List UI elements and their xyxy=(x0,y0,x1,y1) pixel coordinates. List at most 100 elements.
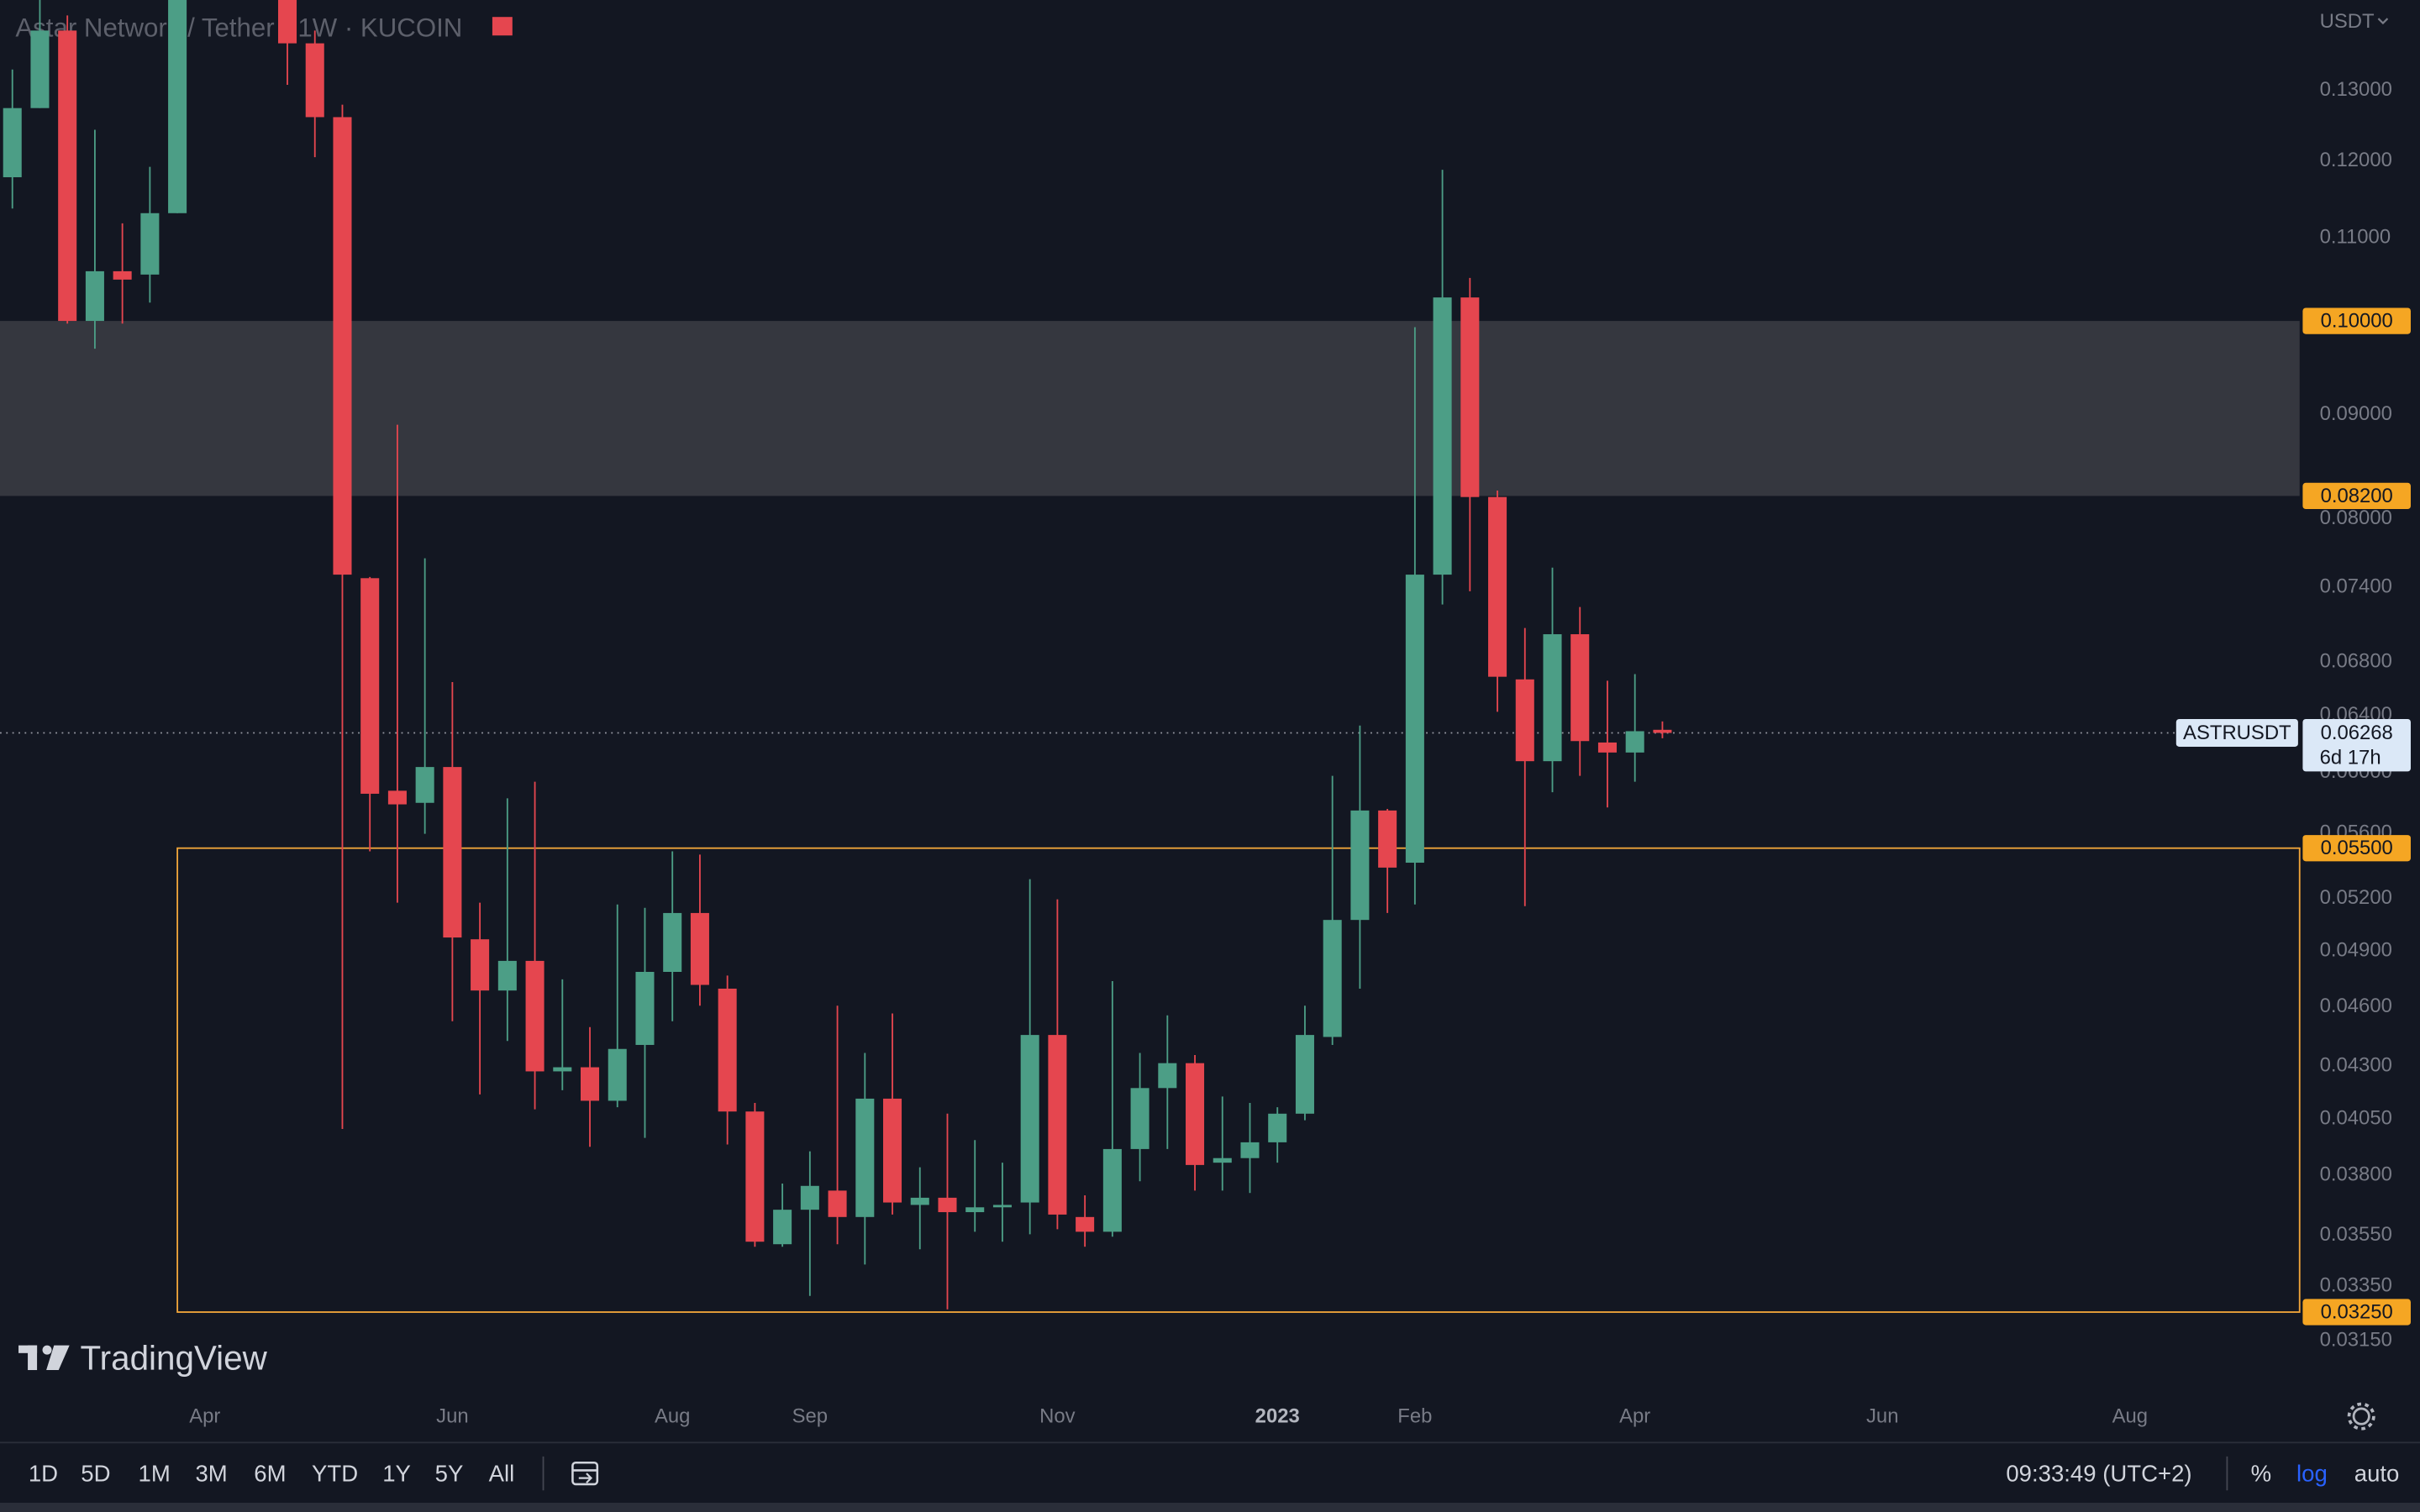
candle-body[interactable] xyxy=(525,960,544,1072)
candle-body[interactable] xyxy=(1350,810,1370,921)
candle-body[interactable] xyxy=(553,1067,572,1072)
candle-body[interactable] xyxy=(1295,1035,1314,1114)
y-tick-label: 0.08000 xyxy=(2320,507,2392,529)
candle-body[interactable] xyxy=(635,972,655,1045)
settings-icon[interactable] xyxy=(2347,1402,2375,1431)
x-tick-label: Jun xyxy=(436,1405,468,1428)
candle-body[interactable] xyxy=(140,213,160,275)
candle-body[interactable] xyxy=(1543,634,1562,762)
range-button[interactable]: 3M xyxy=(195,1461,227,1487)
symbol-label: ASTRUSDT xyxy=(2183,722,2291,744)
y-tick-label: 0.12000 xyxy=(2320,149,2392,171)
calendar-frame[interactable] xyxy=(571,1461,599,1486)
candle-body[interactable] xyxy=(1460,297,1480,497)
currency-selector[interactable]: USDT xyxy=(2320,10,2375,33)
candle-body[interactable] xyxy=(277,0,297,44)
y-tick-label: 0.03800 xyxy=(2320,1163,2392,1185)
candle-body[interactable] xyxy=(910,1197,929,1205)
level-label: 0.03250 xyxy=(2321,1301,2393,1324)
level-label-box xyxy=(2302,482,2411,510)
flag-icon[interactable] xyxy=(492,17,513,36)
candle-body[interactable] xyxy=(855,1098,875,1217)
candle-body[interactable] xyxy=(1186,1063,1205,1165)
range-button[interactable]: All xyxy=(489,1461,515,1487)
x-tick-label: Feb xyxy=(1397,1405,1432,1428)
candle-body[interactable] xyxy=(992,1205,1012,1208)
candle-body[interactable] xyxy=(3,108,22,177)
candle-body[interactable] xyxy=(690,912,709,985)
range-button[interactable]: 6M xyxy=(254,1461,286,1487)
candle-body[interactable] xyxy=(1625,731,1644,753)
candle-body[interactable] xyxy=(883,1098,902,1203)
candle-body[interactable] xyxy=(1268,1113,1287,1142)
candle-body[interactable] xyxy=(608,1048,627,1101)
range-button[interactable]: 5D xyxy=(81,1461,110,1487)
candle-body[interactable] xyxy=(168,0,187,213)
price-axis: 0.13000 0.12000 0.11000 0.09000 0.08000 0.074… xyxy=(2175,78,2411,1351)
last-price-label: 0.06268 xyxy=(2321,722,2393,744)
candle-body[interactable] xyxy=(1323,920,1342,1037)
range-button[interactable]: 1D xyxy=(29,1461,58,1487)
candle-body[interactable] xyxy=(497,960,517,991)
candle-body[interactable] xyxy=(718,988,737,1112)
candle-body[interactable] xyxy=(800,1185,819,1210)
auto-toggle[interactable]: auto xyxy=(2354,1461,2400,1487)
candle-body[interactable] xyxy=(1240,1142,1260,1158)
calendar-arrow xyxy=(578,1473,593,1483)
candle-body[interactable] xyxy=(360,578,380,794)
candle-body[interactable] xyxy=(965,1207,985,1213)
candle-body[interactable] xyxy=(415,767,434,803)
candle-body[interactable] xyxy=(1405,575,1424,864)
candle-body[interactable] xyxy=(1102,1148,1122,1232)
y-tick-label: 0.05200 xyxy=(2320,886,2392,909)
calendar-icon[interactable] xyxy=(571,1461,599,1486)
candle-body[interactable] xyxy=(85,270,104,322)
candle-body[interactable] xyxy=(305,43,324,118)
candle-body[interactable] xyxy=(30,30,50,108)
candle-body[interactable] xyxy=(1597,742,1617,753)
candle-body[interactable] xyxy=(387,790,407,805)
candle-body[interactable] xyxy=(1020,1035,1039,1203)
candle-body[interactable] xyxy=(1653,729,1672,733)
candle-body[interactable] xyxy=(1433,297,1452,575)
candle-body[interactable] xyxy=(773,1210,792,1245)
range-button[interactable]: YTD xyxy=(312,1461,358,1487)
symbol-label-box xyxy=(2175,718,2298,748)
candle-body[interactable] xyxy=(1130,1088,1150,1149)
candle-body[interactable] xyxy=(443,767,462,938)
candle-body[interactable] xyxy=(1570,634,1590,742)
y-tick-label: 0.03350 xyxy=(2320,1274,2392,1297)
range-button[interactable]: 5Y xyxy=(435,1461,464,1487)
candle-body[interactable] xyxy=(1488,496,1507,677)
candle-body[interactable] xyxy=(938,1197,957,1213)
y-tick-label: 0.04050 xyxy=(2320,1106,2392,1129)
candle-body[interactable] xyxy=(828,1190,847,1217)
y-tick-label: 0.04600 xyxy=(2320,995,2392,1017)
brand-name: TradingView xyxy=(81,1338,268,1377)
candle-body[interactable] xyxy=(1378,810,1397,868)
candle-body[interactable] xyxy=(581,1067,600,1101)
candle-body[interactable] xyxy=(113,270,132,280)
candle-body[interactable] xyxy=(663,912,682,973)
logo-part xyxy=(42,1345,52,1355)
y-tick-label: 0.06800 xyxy=(2320,649,2392,672)
candle-body[interactable] xyxy=(1515,679,1534,762)
candle-body[interactable] xyxy=(745,1111,765,1242)
candle-body[interactable] xyxy=(471,939,490,991)
range-button[interactable]: 1Y xyxy=(382,1461,411,1487)
percent-toggle[interactable]: % xyxy=(2251,1461,2272,1487)
logo-part xyxy=(28,1345,38,1371)
brand-logo xyxy=(18,1345,70,1371)
log-toggle[interactable]: log xyxy=(2296,1461,2328,1487)
gear[interactable] xyxy=(2352,1407,2370,1425)
candle-body[interactable] xyxy=(1048,1035,1067,1215)
candle-body[interactable] xyxy=(58,30,77,322)
candle-body[interactable] xyxy=(1213,1158,1232,1163)
range-button[interactable]: 1M xyxy=(139,1461,171,1487)
candle-body[interactable] xyxy=(1158,1063,1177,1089)
candle-body[interactable] xyxy=(1076,1216,1095,1232)
gear-teeth[interactable] xyxy=(2347,1402,2375,1431)
candle-body[interactable] xyxy=(333,117,352,575)
